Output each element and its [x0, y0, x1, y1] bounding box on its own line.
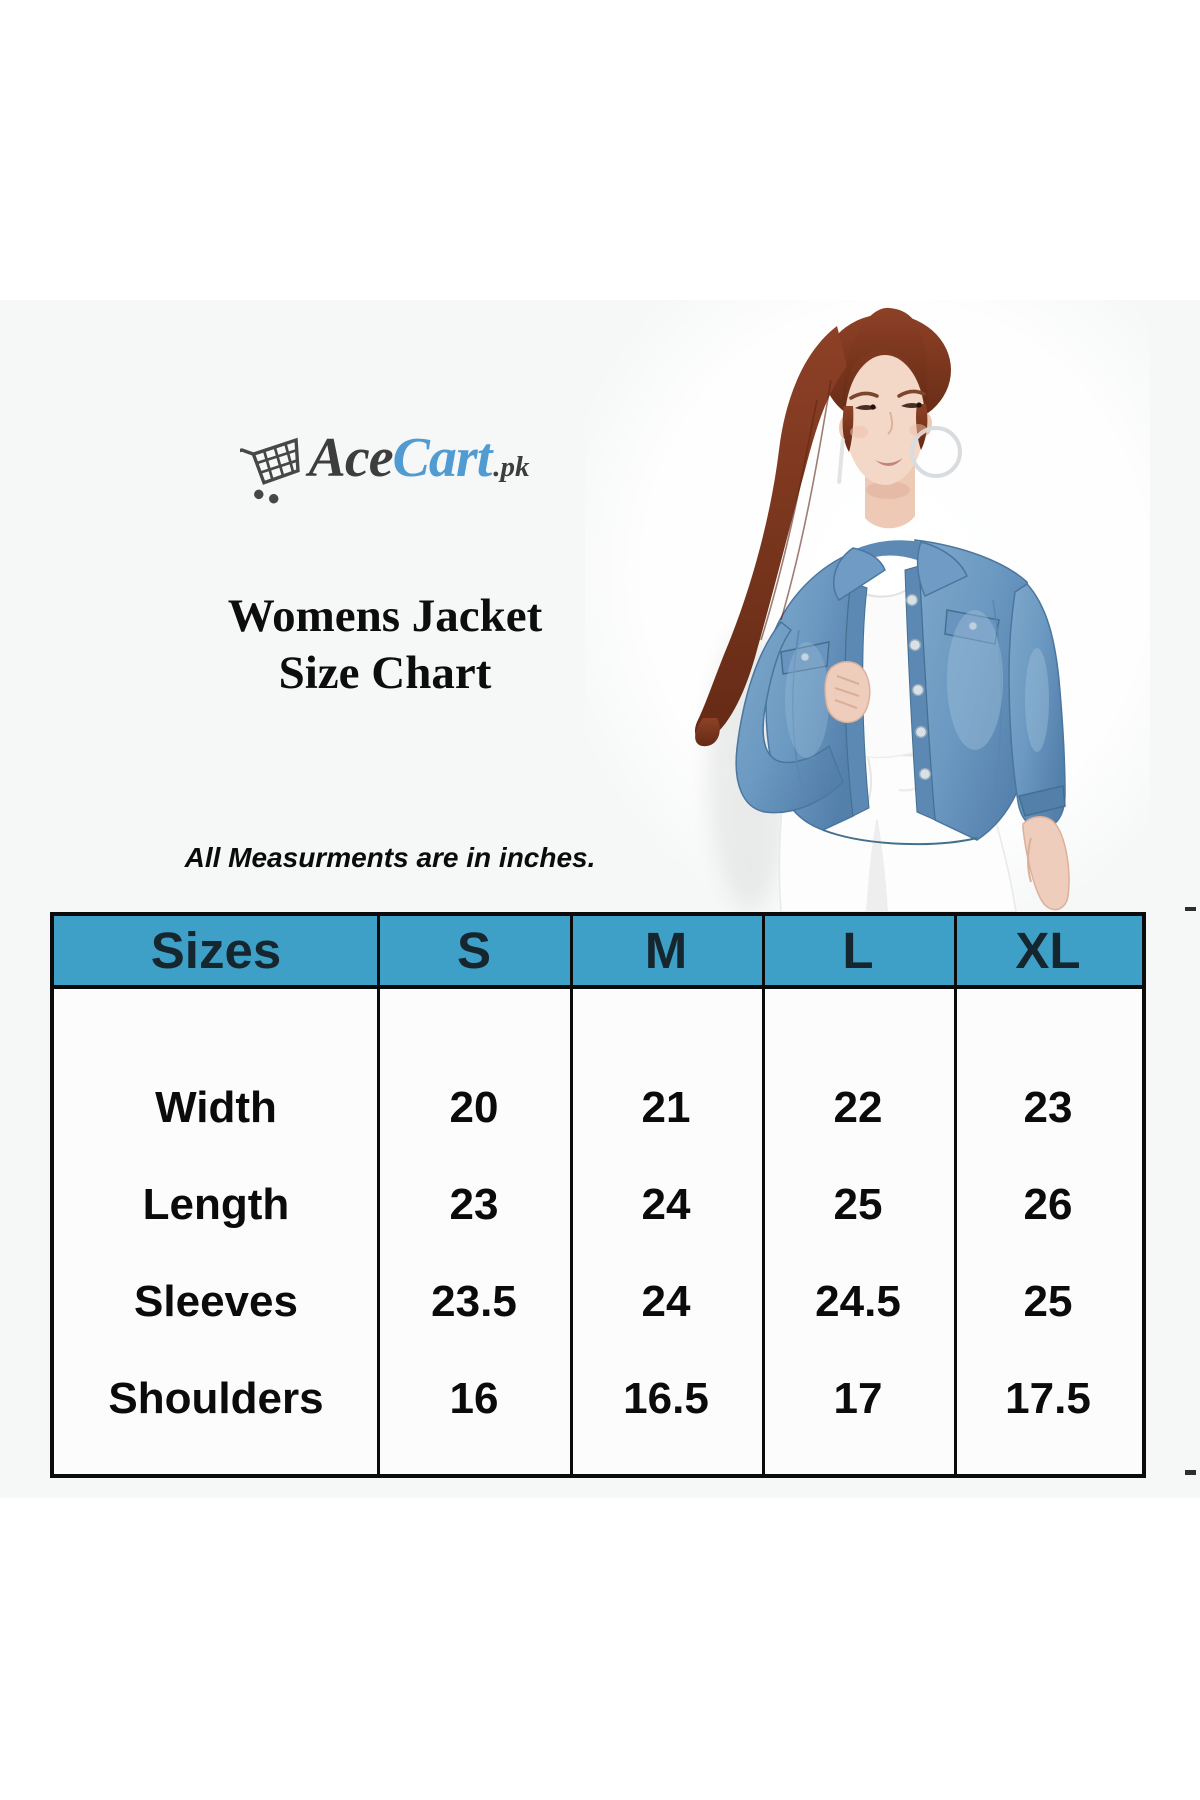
column-divider	[954, 916, 957, 1474]
cell-value: 16	[449, 1373, 499, 1423]
logo-wordmark: AceCart.pk	[308, 430, 529, 486]
logo-cart-word: Cart	[392, 427, 493, 489]
cell-value: 25	[833, 1179, 883, 1229]
column-divider	[762, 916, 765, 1474]
cell-value: 23	[449, 1179, 499, 1229]
row-label: Length	[142, 1179, 290, 1229]
model-photo	[585, 300, 1150, 913]
table-row-shoulders: Shoulders 16 16.5 17 17.5	[54, 1350, 1142, 1447]
column-divider	[377, 916, 380, 1474]
column-header-l: L	[842, 922, 874, 979]
page-title-line1: Womens Jacket	[227, 590, 543, 642]
cell-value: 23	[1023, 1082, 1073, 1132]
cell-value: 24	[641, 1179, 691, 1229]
cell-value: 23.5	[431, 1276, 517, 1326]
cell-value: 22	[833, 1082, 883, 1132]
column-header-xl: XL	[1015, 922, 1081, 979]
size-chart-table: Sizes S M L XL Width 20 21 22 23 Length …	[50, 912, 1146, 1478]
table-row-width: Width 20 21 22 23	[54, 1059, 1142, 1156]
cell-value: 16.5	[623, 1373, 709, 1423]
row-label: Sleeves	[134, 1276, 298, 1326]
logo-ace: Ace	[308, 427, 393, 489]
brand-logo: AceCart.pk	[35, 430, 735, 514]
column-header-sizes: Sizes	[150, 922, 282, 979]
shopping-cart-icon	[234, 434, 312, 508]
cell-value: 17	[833, 1373, 883, 1423]
cell-value: 25	[1023, 1276, 1073, 1326]
page-title: Womens Jacket Size Chart	[35, 588, 735, 702]
row-label: Width	[155, 1082, 277, 1132]
cell-value: 26	[1023, 1179, 1073, 1229]
cell-value: 17.5	[1005, 1373, 1091, 1423]
column-header-m: M	[644, 922, 688, 979]
edge-mark	[1185, 1470, 1196, 1475]
cell-value: 24.5	[815, 1276, 901, 1326]
table-body: Width 20 21 22 23 Length 23 24 25 26 Sle…	[54, 989, 1142, 1474]
edge-mark	[1185, 907, 1196, 911]
column-divider	[570, 916, 573, 1474]
cell-value: 24	[641, 1276, 691, 1326]
cell-value: 20	[449, 1082, 499, 1132]
logo-domain-suffix: .pk	[493, 451, 530, 483]
table-row-length: Length 23 24 25 26	[54, 1156, 1142, 1253]
table-header-row: Sizes S M L XL	[54, 916, 1142, 989]
cell-value: 21	[641, 1082, 691, 1132]
measurement-note: All Measurments are in inches.	[184, 842, 596, 873]
row-label: Shoulders	[108, 1373, 324, 1423]
page-title-line2: Size Chart	[278, 647, 492, 699]
column-header-s: S	[456, 922, 492, 979]
table-row-sleeves: Sleeves 23.5 24 24.5 25	[54, 1253, 1142, 1350]
